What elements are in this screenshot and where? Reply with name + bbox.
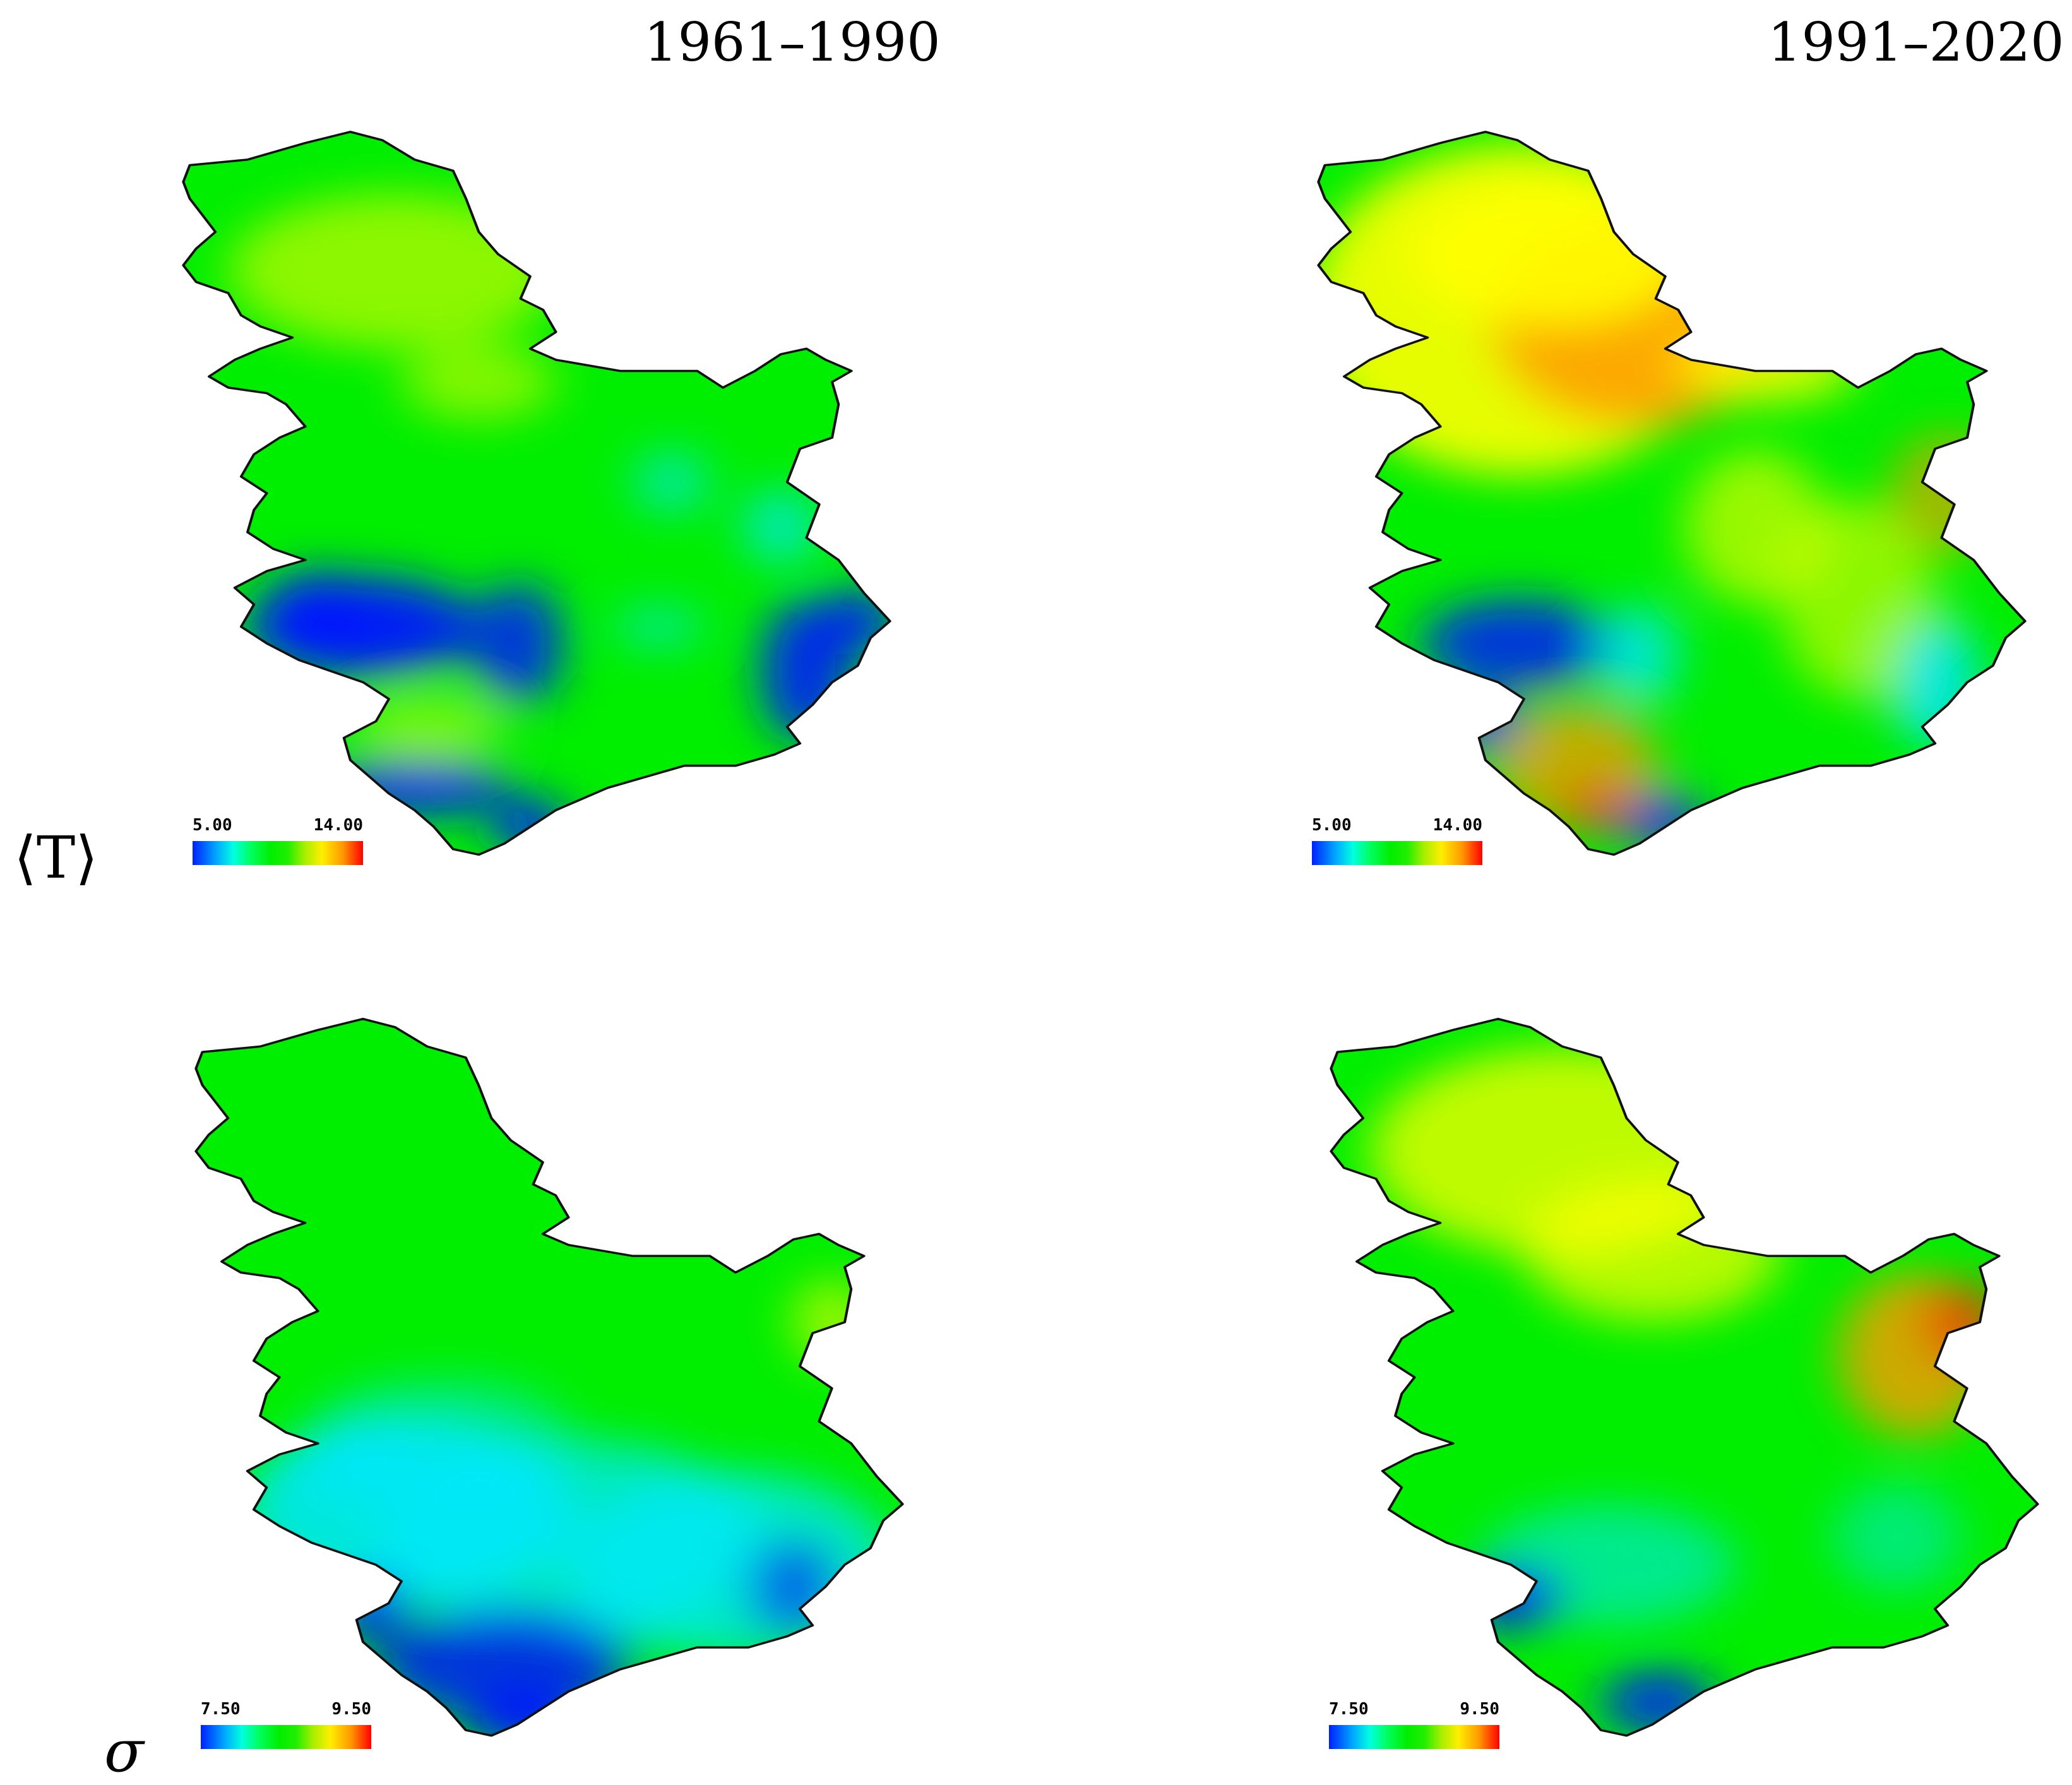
- colorbar: [193, 841, 363, 865]
- colorbar-max-label: 9.50: [331, 1700, 371, 1719]
- map-sigma-1991-2020: [1318, 1013, 2051, 1752]
- country-border: [1317, 131, 2027, 856]
- map-svg: [1330, 1017, 2039, 1737]
- colorbar-legend-s-1961: 7.50 9.50: [201, 1700, 371, 1750]
- colorbar-legend-t-1991: 5.00 14.00: [1312, 816, 1482, 866]
- field-patch: [742, 487, 819, 566]
- colorbar-min-label: 5.00: [1312, 816, 1352, 835]
- colorbar: [1329, 1725, 1499, 1749]
- colorbar-legend-s-1991: 7.50 9.50: [1329, 1700, 1499, 1750]
- field-patch: [350, 693, 505, 760]
- field-patch: [1832, 1482, 1961, 1592]
- colorbar-max-label: 14.00: [313, 816, 363, 835]
- map-sigma-1961-1990: [183, 1013, 915, 1752]
- country-border: [194, 1017, 904, 1737]
- country-border: [182, 131, 891, 856]
- field-patch: [292, 1421, 408, 1510]
- field-patch: [465, 1686, 581, 1736]
- map-mean-temperature-1991-2020: [1306, 126, 2038, 871]
- field-patch: [1922, 1278, 2012, 1366]
- colorbar-max-label: 14.00: [1432, 816, 1482, 835]
- column-title-1961-1990: 1961–1990: [644, 11, 941, 73]
- row-label-mean-temperature: ⟨T⟩: [14, 824, 98, 892]
- field-patch: [260, 571, 376, 660]
- colorbar-max-label: 9.50: [1460, 1700, 1499, 1719]
- field-patch: [1601, 604, 1679, 705]
- field-patch: [819, 587, 890, 655]
- colorbar-min-label: 5.00: [193, 816, 232, 835]
- field-patch: [1626, 793, 1704, 849]
- field-patch: [472, 582, 563, 705]
- field-patch: [318, 760, 511, 816]
- field-patch: [614, 604, 704, 649]
- field-patch: [1459, 1565, 1563, 1631]
- map-svg: [194, 1017, 904, 1737]
- colorbar-legend-t-1961: 5.00 14.00: [193, 816, 363, 866]
- country-border: [1330, 1017, 2039, 1737]
- map-mean-temperature-1961-1990: [170, 126, 903, 871]
- colorbar-min-label: 7.50: [1329, 1700, 1369, 1719]
- colorbar-min-label: 7.50: [201, 1700, 241, 1719]
- field-patch: [228, 193, 563, 349]
- field-patch: [1678, 326, 1859, 405]
- field-patch: [331, 1575, 408, 1642]
- map-svg: [1317, 131, 2027, 856]
- field-patch: [1600, 1669, 1717, 1736]
- colorbar: [201, 1725, 371, 1749]
- map-svg: [182, 131, 891, 856]
- column-title-1991-2020: 1991–2020: [1768, 11, 2064, 73]
- field-patch: [1408, 182, 1691, 327]
- field-patch: [402, 343, 556, 421]
- field-patch: [1421, 599, 1614, 688]
- field-patch: [633, 448, 710, 516]
- field-patch: [1890, 432, 2006, 555]
- colorbar: [1312, 841, 1482, 865]
- field-patch: [1563, 782, 1640, 839]
- row-label-sigma: σ: [104, 1717, 144, 1785]
